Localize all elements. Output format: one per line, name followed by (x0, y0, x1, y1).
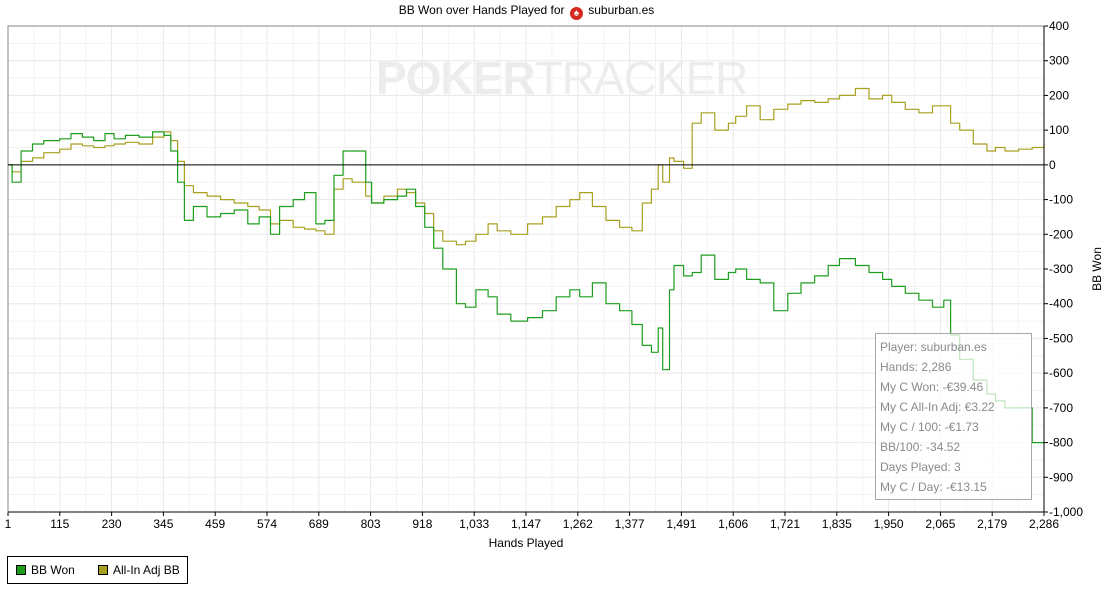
y-axis-label: BB Won (1090, 247, 1104, 291)
y-tick-label: -100 (1049, 193, 1073, 207)
y-tick-label: -700 (1049, 401, 1073, 415)
x-tick-label: 1,377 (615, 517, 645, 531)
tick-labels: 1 115 230 345 459 574 689 803 918 1,033 1,147 1,262… (5, 19, 1084, 531)
info-row: Player: suburban.es (880, 340, 987, 354)
x-tick-label: 803 (361, 517, 381, 531)
x-tick-label: 1 (5, 517, 12, 531)
y-tick-label: -600 (1049, 366, 1073, 380)
y-tick-label: -800 (1049, 436, 1073, 450)
x-tick-label: 918 (412, 517, 432, 531)
x-tick-label: 574 (257, 517, 277, 531)
info-row: My C / 100: -€1.73 (880, 420, 979, 434)
legend-label-allin-adj: All-In Adj BB (113, 563, 180, 577)
x-axis-label: Hands Played (489, 536, 564, 550)
y-tick-label: 300 (1049, 54, 1069, 68)
y-tick-label: -300 (1049, 262, 1073, 276)
x-tick-label: 1,950 (874, 517, 904, 531)
spade-icon: ♠ (569, 7, 583, 20)
y-tick-label: -500 (1049, 331, 1073, 345)
chart-legend: BB Won All-In Adj BB (7, 556, 188, 584)
y-tick-label: -900 (1049, 470, 1073, 484)
x-tick-label: 1,147 (511, 517, 541, 531)
legend-label-bb-won: BB Won (31, 563, 75, 577)
axes (7, 25, 1048, 516)
x-tick-label: 2,179 (977, 517, 1007, 531)
x-tick-label: 1,262 (563, 517, 593, 531)
info-row: Days Played: 3 (880, 460, 961, 474)
x-tick-label: 230 (102, 517, 122, 531)
x-tick-label: 1,033 (459, 517, 489, 531)
series-lines (8, 87, 1045, 444)
y-tick-label: 0 (1049, 158, 1056, 172)
chart-title-player: suburban.es (588, 3, 655, 17)
info-row: My C / Day: -€13.15 (880, 480, 987, 494)
x-tick-label: 459 (205, 517, 225, 531)
y-tick-label: -1,000 (1049, 505, 1083, 519)
legend-swatch-bb-won (16, 565, 26, 575)
info-row: BB/100: -34.52 (880, 440, 961, 454)
stats-info-box: Player: suburban.es Hands: 2,286 My C Won:… (875, 333, 1032, 500)
legend-item-allin-adj[interactable]: All-In Adj BB (98, 563, 180, 577)
chart-title-prefix: BB Won over Hands Played for (398, 3, 565, 17)
info-row: Hands: 2,286 (880, 360, 952, 374)
y-tick-label: 200 (1049, 88, 1069, 102)
series-line-allin-adj (8, 87, 1045, 246)
chart-title: BB Won over Hands Played for ♠ suburban.… (0, 2, 1053, 20)
x-tick-label: 1,721 (770, 517, 800, 531)
x-tick-label: 1,835 (822, 517, 852, 531)
info-row: My C All-In Adj: €3.22 (880, 400, 995, 414)
x-tick-label: 1,491 (666, 517, 696, 531)
info-row: My C Won: -€39.46 (880, 380, 984, 394)
y-tick-label: -400 (1049, 297, 1073, 311)
x-tick-label: 1,606 (718, 517, 748, 531)
y-tick-label: 100 (1049, 123, 1069, 137)
x-tick-label: 345 (153, 517, 173, 531)
legend-item-bb-won[interactable]: BB Won (16, 563, 75, 577)
series-line-bb-won (8, 131, 1044, 444)
grid-lines (7, 25, 1045, 513)
y-tick-label: 400 (1049, 19, 1069, 33)
legend-swatch-allin-adj (98, 565, 108, 575)
x-tick-label: 2,286 (1029, 517, 1059, 531)
x-tick-label: 689 (309, 517, 329, 531)
y-tick-label: -200 (1049, 227, 1073, 241)
x-tick-label: 2,065 (925, 517, 955, 531)
x-tick-label: 115 (50, 517, 69, 531)
